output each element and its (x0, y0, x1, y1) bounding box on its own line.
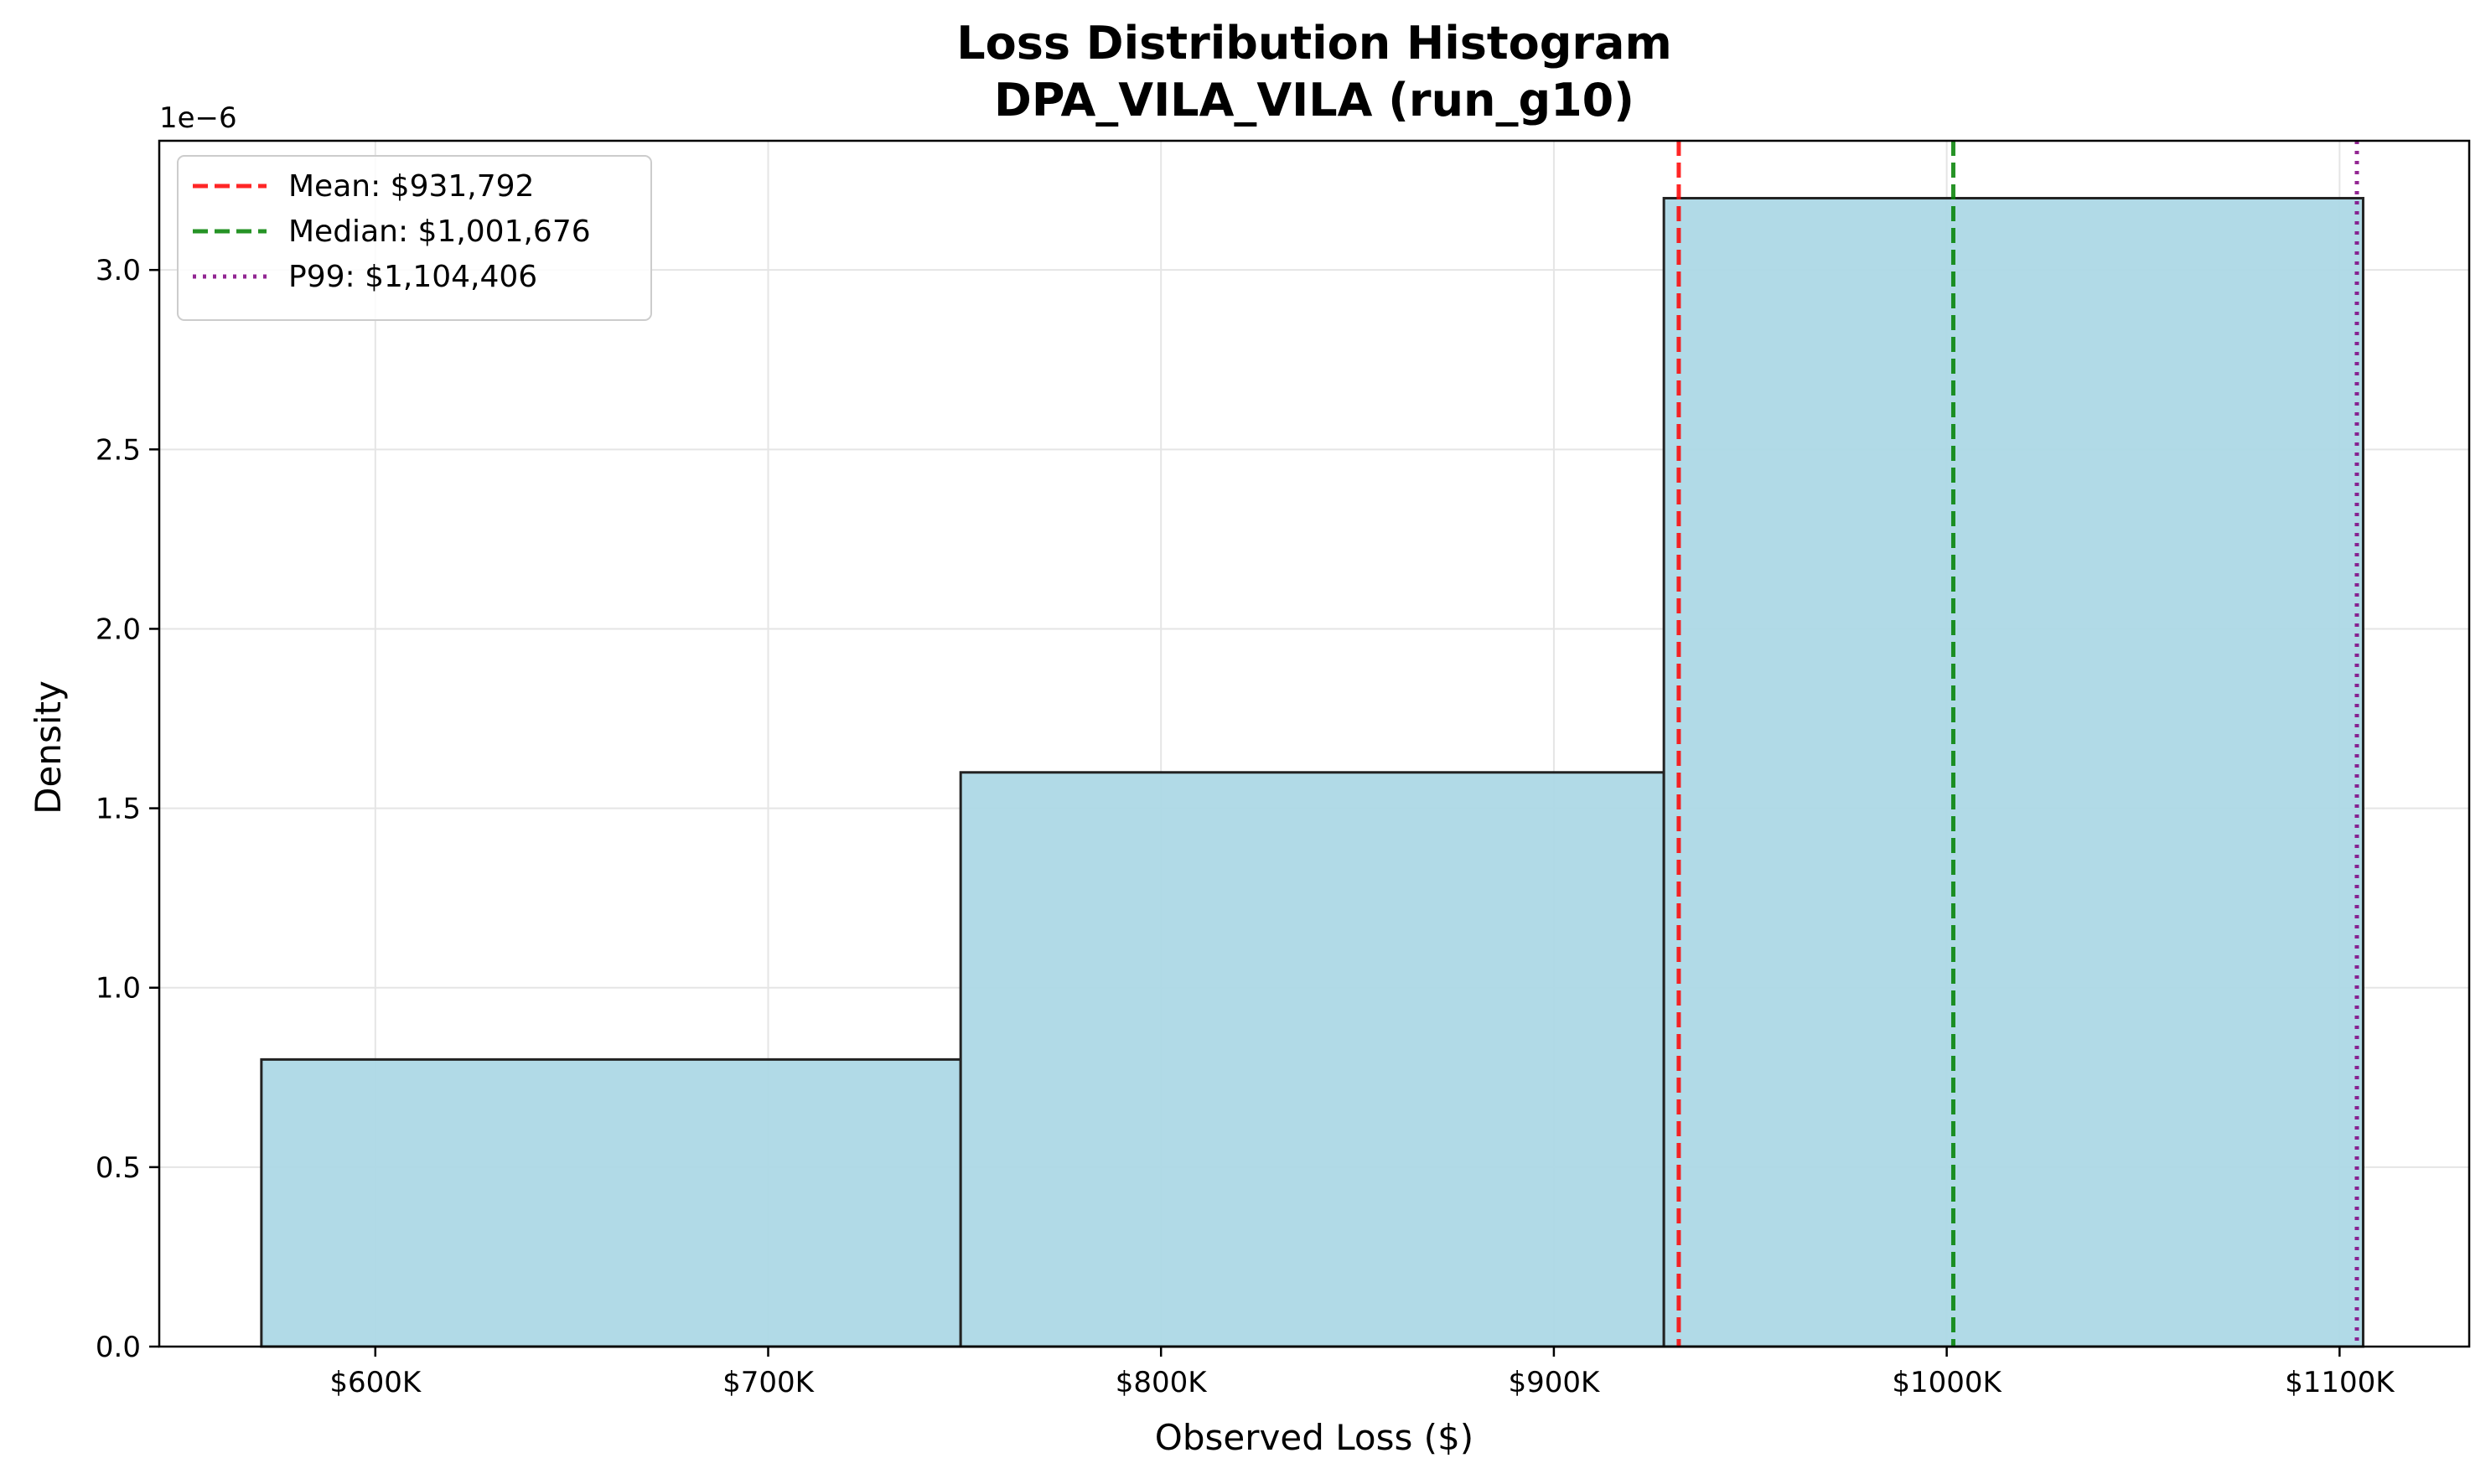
y-tick-label: 1.0 (96, 972, 141, 1006)
histogram-bar (260, 1057, 962, 1348)
x-tick-label: $1000K (1892, 1366, 2002, 1399)
x-tick-label: $900K (1508, 1366, 1601, 1399)
x-tick-label: $700K (722, 1366, 816, 1399)
legend-box (177, 155, 652, 321)
y-tick-label: 0.0 (96, 1331, 141, 1364)
histogram-bars (260, 197, 2364, 1348)
y-tick-label: 3.0 (96, 254, 141, 287)
chart-title: Loss Distribution Histogram (956, 17, 1672, 70)
legend-label: P99: $1,104,406 (288, 260, 537, 294)
legend-label: Median: $1,001,676 (288, 215, 591, 249)
y-tick-label: 2.0 (96, 613, 141, 646)
histogram-bar (1662, 197, 2364, 1348)
legend-label: Mean: $931,792 (288, 169, 534, 204)
y-tick-label: 2.5 (96, 433, 141, 467)
y-tick-label: 1.5 (96, 793, 141, 826)
x-axis-label: Observed Loss ($) (1155, 1417, 1473, 1458)
x-tick-label: $1100K (2285, 1366, 2395, 1399)
plot-frame (158, 139, 2471, 1348)
x-tick-label: $800K (1116, 1366, 1209, 1399)
reference-lines (1676, 141, 2359, 1347)
histogram-bar (959, 771, 1665, 1348)
y-axis-label: Density (28, 680, 69, 814)
x-axis-ticks: $600K $700K $800K $900K $1000K $1100K (329, 1347, 2395, 1399)
y-tick-label: 0.5 (96, 1151, 141, 1185)
legend: Mean: $931,792 Median: $1,001,676 P99: $1,… (177, 155, 652, 321)
y-offset-text: 1e−6 (159, 101, 237, 135)
chart-subtitle: DPA_VILA_VILA (run_g10) (994, 74, 1634, 127)
y-axis-ticks: 0.0 0.5 1.0 1.5 2.0 2.5 3.0 (96, 254, 159, 1364)
x-tick-label: $600K (329, 1366, 422, 1399)
